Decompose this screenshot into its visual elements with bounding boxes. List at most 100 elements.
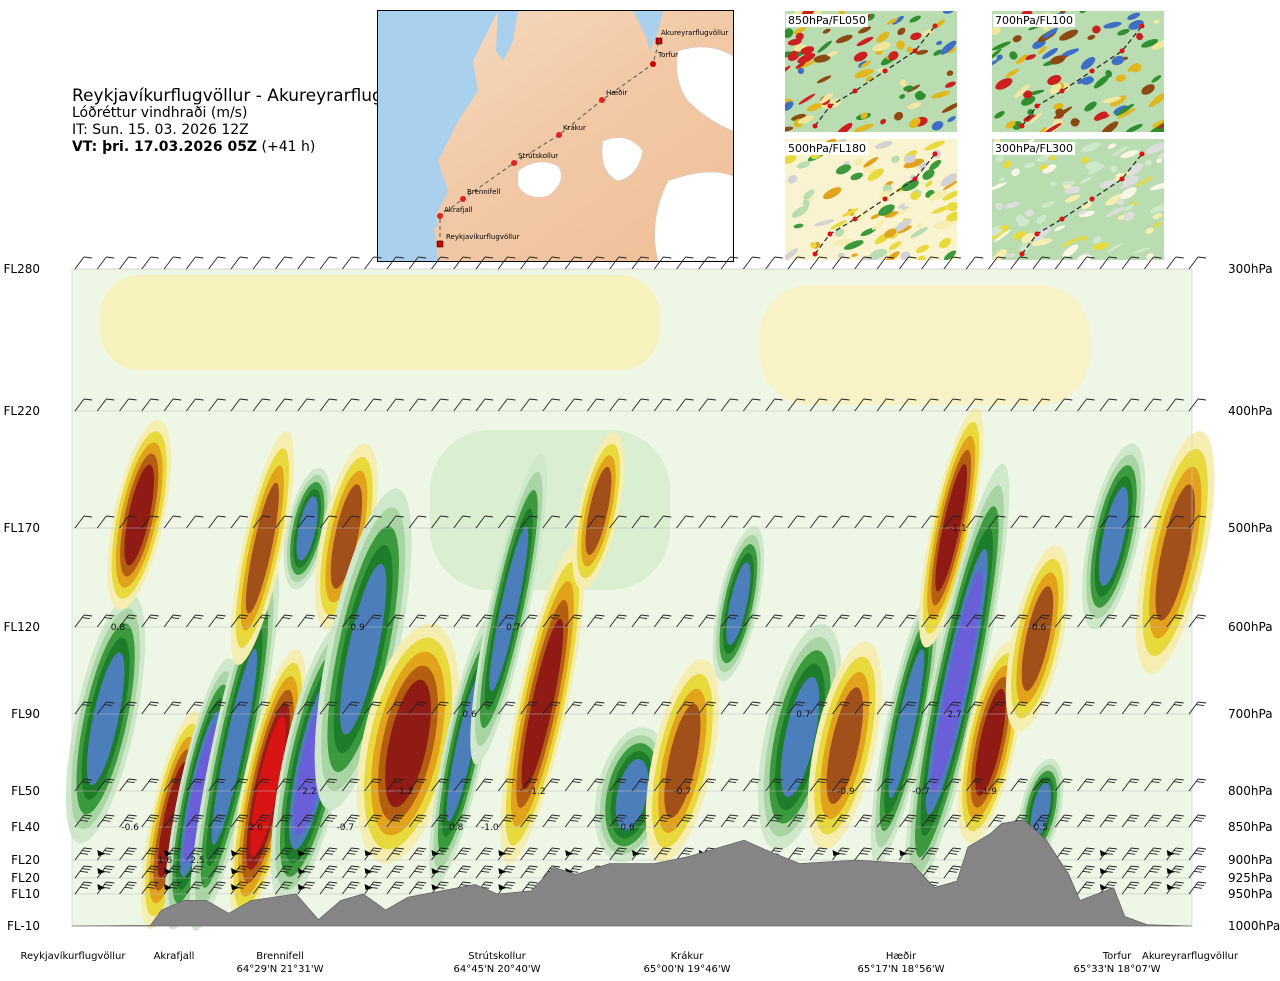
wind-barb (698, 701, 716, 715)
wind-barb-feather (81, 781, 91, 784)
wind-barb-staff (743, 398, 753, 412)
contour-label: -0.7 (912, 787, 930, 797)
wind-barb-feather (483, 781, 492, 784)
wind-barb-feather (1173, 617, 1182, 620)
wind-barb-feather (239, 515, 249, 518)
wind-barb (653, 701, 672, 715)
wind-barb-staff (564, 515, 575, 529)
flight-level-label: FL20 (11, 853, 40, 867)
wind-barb-feather (1108, 256, 1117, 259)
contour-label: -1.0 (481, 823, 499, 833)
wind-barb-feather (237, 617, 247, 620)
wind-barb-staff (208, 515, 219, 529)
wind-barb-feather (507, 881, 516, 884)
wind-barb-feather (284, 614, 293, 617)
wind-barb-feather (327, 868, 336, 871)
panel-waypoint-marker (1019, 123, 1025, 129)
wind-barb (386, 398, 404, 412)
wind-barb-staff (542, 865, 553, 879)
wind-barb (453, 614, 471, 628)
wind-barb-staff (141, 515, 152, 529)
wind-barb-feather (574, 865, 583, 868)
wind-barb-staff (542, 515, 553, 529)
wind-barb-staff (720, 614, 731, 628)
wind-barb-staff (475, 515, 486, 529)
wind-barb-feather (262, 256, 271, 259)
wind-barb (319, 778, 338, 792)
wind-barb-feather (549, 617, 558, 620)
wind-barb-feather (262, 865, 271, 868)
panel-field-cell (835, 34, 853, 44)
wind-barb (297, 881, 315, 895)
wind-barb-feather (349, 884, 358, 887)
wind-barb-staff (676, 398, 686, 412)
wind-barb (1077, 256, 1095, 270)
panel-field-cell (996, 54, 1003, 61)
wind-barb-feather (416, 850, 425, 853)
panel-field-cell (915, 244, 930, 254)
wind-barb (1166, 398, 1184, 412)
band-contour (1155, 484, 1195, 621)
wind-barb-feather (886, 778, 895, 781)
contour-label: -1.9 (979, 787, 997, 797)
wind-barb-feather (529, 881, 538, 884)
vertical-velocity-band (870, 583, 943, 864)
wind-barb-feather (997, 778, 1006, 781)
wind-barb-staff (787, 614, 798, 628)
wind-barb (988, 814, 1006, 828)
wind-barb-feather (1197, 814, 1207, 817)
wind-barb (475, 814, 494, 828)
wind-barb-feather (460, 617, 469, 620)
wind-barb-feather (393, 704, 402, 707)
wind-barb (899, 701, 917, 715)
wind-barb-feather (1153, 778, 1162, 781)
wind-barb-feather (640, 398, 650, 401)
wind-barb (876, 256, 895, 270)
band-contour (296, 496, 318, 561)
wind-barb-feather (841, 398, 850, 401)
wind-barb-feather (438, 884, 447, 887)
wind-barb-staff (1010, 778, 1021, 792)
wind-barb (899, 398, 917, 412)
wind-barb (631, 847, 650, 861)
wind-barb-feather (1019, 778, 1028, 781)
wind-barb-feather (596, 778, 605, 781)
wind-barb-feather (952, 701, 961, 704)
panel-field-cell (946, 211, 957, 222)
wind-barb (1010, 701, 1028, 715)
wind-barb (609, 614, 627, 628)
panel-field-cell (924, 140, 945, 151)
wind-barb (475, 614, 494, 628)
wind-barb-staff (564, 256, 575, 270)
wind-barb-feather (574, 256, 583, 259)
wind-barb-feather (815, 819, 824, 822)
wind-barb-feather (1129, 850, 1138, 853)
wind-barb-staff (965, 778, 976, 792)
wind-barb-feather (863, 614, 872, 617)
panel-field-cell (994, 111, 1005, 119)
wind-barb-staff (275, 256, 285, 270)
wind-barb-staff (809, 515, 820, 529)
wind-barb-feather (393, 781, 402, 784)
wind-barb-feather (349, 868, 358, 871)
wind-barb-staff (988, 701, 998, 715)
wind-barb-staff (275, 398, 285, 412)
wind-barb-feather (1171, 819, 1180, 822)
wind-barb (74, 814, 93, 828)
wind-barb-feather (752, 614, 761, 617)
wind-barb-feather (462, 847, 471, 850)
wind-barb-feather (796, 614, 806, 617)
wind-barb (453, 701, 471, 715)
wind-barb-staff (475, 256, 486, 270)
wind-barb (1121, 865, 1140, 879)
panel-field-cell (942, 11, 954, 14)
wind-barb (431, 847, 449, 861)
wind-barb-feather (1131, 398, 1140, 401)
wind-barb-staff (832, 256, 842, 270)
wind-barb-feather (173, 701, 182, 704)
panel-field-cell (814, 219, 835, 227)
wind-barb-feather (371, 817, 380, 820)
wind-barb-staff (96, 398, 107, 412)
wind-barb-pennant (899, 850, 908, 856)
wind-barb (876, 398, 895, 412)
